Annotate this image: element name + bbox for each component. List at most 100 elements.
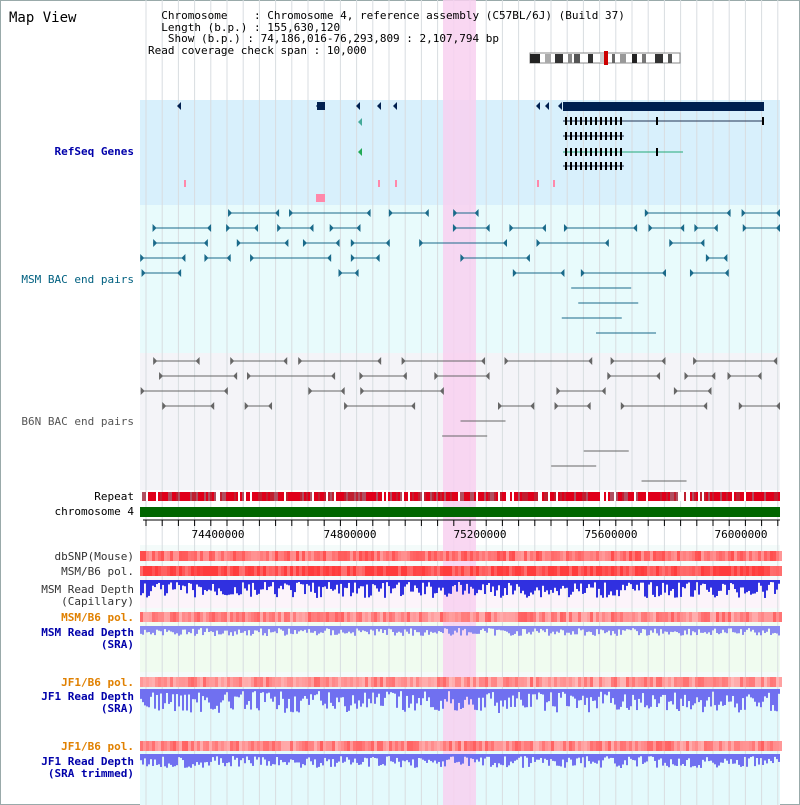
heat-cell [467, 612, 470, 622]
msm-cap-depth [634, 580, 636, 591]
track-label-refseq[interactable]: RefSeq Genes [54, 145, 134, 158]
heat-cell [215, 677, 218, 687]
heat-cell [383, 741, 386, 751]
track-label-msm-bac[interactable]: MSM BAC end pairs [21, 273, 134, 286]
jf1-sra-depth [362, 689, 364, 704]
heat-cell [491, 566, 494, 576]
repeat-segment [544, 492, 546, 501]
track-label-jf1-depth-sra-sub: (SRA) [100, 702, 134, 715]
heat-cell [596, 741, 599, 751]
axis-tick-label: 74800000 [324, 528, 377, 541]
msm-sra-depth [650, 626, 652, 631]
msm-cap-depth [618, 580, 620, 597]
msm-cap-depth [344, 580, 346, 588]
msm-cap-depth [758, 580, 760, 583]
track-label-msm-b6-pol-2[interactable]: MSM/B6 pol. [61, 611, 134, 624]
track-label-jf1-b6-pol-2[interactable]: JF1/B6 pol. [61, 740, 134, 753]
heat-cell [257, 612, 260, 622]
jf1-trim-depth [252, 754, 254, 766]
heat-cell [200, 551, 203, 561]
track-label-msm-b6-pol-1[interactable]: MSM/B6 pol. [61, 565, 134, 578]
heat-cell [713, 612, 716, 622]
heat-cell [722, 677, 725, 687]
track-label-jf1-depth-trim[interactable]: JF1 Read Depth [41, 755, 134, 768]
heat-cell [758, 551, 761, 561]
repeat-segment [406, 492, 408, 501]
msm-sra-depth [356, 626, 358, 629]
heat-cell [179, 677, 182, 687]
msm-cap-depth [234, 580, 236, 588]
repeat-segment [486, 492, 488, 501]
msm-cap-depth [394, 580, 396, 589]
heat-cell [245, 612, 248, 622]
track-label-jf1-b6-pol-1[interactable]: JF1/B6 pol. [61, 676, 134, 689]
repeat-segment [552, 492, 554, 501]
track-label-msm-depth-sra[interactable]: MSM Read Depth [41, 626, 134, 639]
msm-bac-pair-end [329, 224, 334, 232]
exon [590, 132, 592, 140]
jf1-trim-depth [268, 754, 270, 762]
msm-cap-depth [272, 580, 274, 583]
msm-cap-depth [304, 580, 306, 595]
jf1-sra-depth [232, 689, 234, 710]
heat-cell [716, 741, 719, 751]
heat-cell [635, 677, 638, 687]
jf1-sra-depth [310, 689, 312, 695]
heat-cell [617, 741, 620, 751]
heat-cell [530, 677, 533, 687]
coverage-value: 10,000 [326, 43, 367, 57]
heat-cell [446, 551, 449, 561]
gene-arrow [377, 102, 381, 110]
heat-cell [779, 741, 782, 751]
jf1-trim-depth [460, 754, 462, 765]
heat-cell [752, 741, 755, 751]
repeat-segment [378, 492, 380, 501]
track-label-b6n-bac[interactable]: B6N BAC end pairs [21, 415, 134, 428]
b6n-bac-pair-end [485, 372, 490, 380]
heat-cell [206, 677, 209, 687]
track-label-repeat[interactable]: Repeat [94, 490, 134, 503]
jf1-sra-depth [606, 689, 608, 696]
heat-cell [482, 551, 485, 561]
heat-cell [773, 566, 776, 576]
heat-cell [530, 551, 533, 561]
heat-cell [416, 677, 419, 687]
track-label-chromosome[interactable]: chromosome 4 [54, 505, 134, 518]
jf1-sra-depth [624, 689, 626, 695]
heat-cell [632, 551, 635, 561]
jf1-sra-depth [204, 689, 206, 701]
jf1-trim-depth [346, 754, 348, 758]
repeat-segment [608, 492, 610, 501]
msm-cap-depth [150, 580, 152, 592]
repeat-segment [742, 492, 744, 501]
msm-bac-pair-end [327, 254, 332, 262]
track-label-jf1-depth-sra[interactable]: JF1 Read Depth [41, 690, 134, 703]
heat-cell [602, 612, 605, 622]
heat-cell [512, 612, 515, 622]
msm-sra-depth [694, 626, 696, 633]
heat-cell [521, 677, 524, 687]
msm-cap-depth [726, 580, 728, 595]
heat-cell [257, 741, 260, 751]
msm-sra-depth [316, 626, 318, 636]
msm-sra-depth [666, 626, 668, 632]
jf1-sra-depth [248, 689, 250, 702]
heat-cell [293, 566, 296, 576]
msm-cap-depth [396, 580, 398, 585]
heat-cell [221, 612, 224, 622]
msm-sra-depth [526, 626, 528, 634]
jf1-trim-depth [604, 754, 606, 758]
msm-cap-depth [180, 580, 182, 590]
jf1-sra-depth [166, 689, 168, 693]
track-label-dbsnp[interactable]: dbSNP(Mouse) [54, 550, 134, 563]
msm-sra-depth [700, 626, 702, 633]
jf1-trim-depth [608, 754, 610, 759]
heat-cell [143, 612, 146, 622]
heat-cell [416, 741, 419, 751]
jf1-trim-depth [744, 754, 746, 757]
jf1-sra-depth [176, 689, 178, 695]
msm-cap-depth [602, 580, 604, 598]
track-label-msm-depth-cap[interactable]: MSM Read Depth [41, 583, 134, 596]
msm-sra-depth [404, 626, 406, 630]
